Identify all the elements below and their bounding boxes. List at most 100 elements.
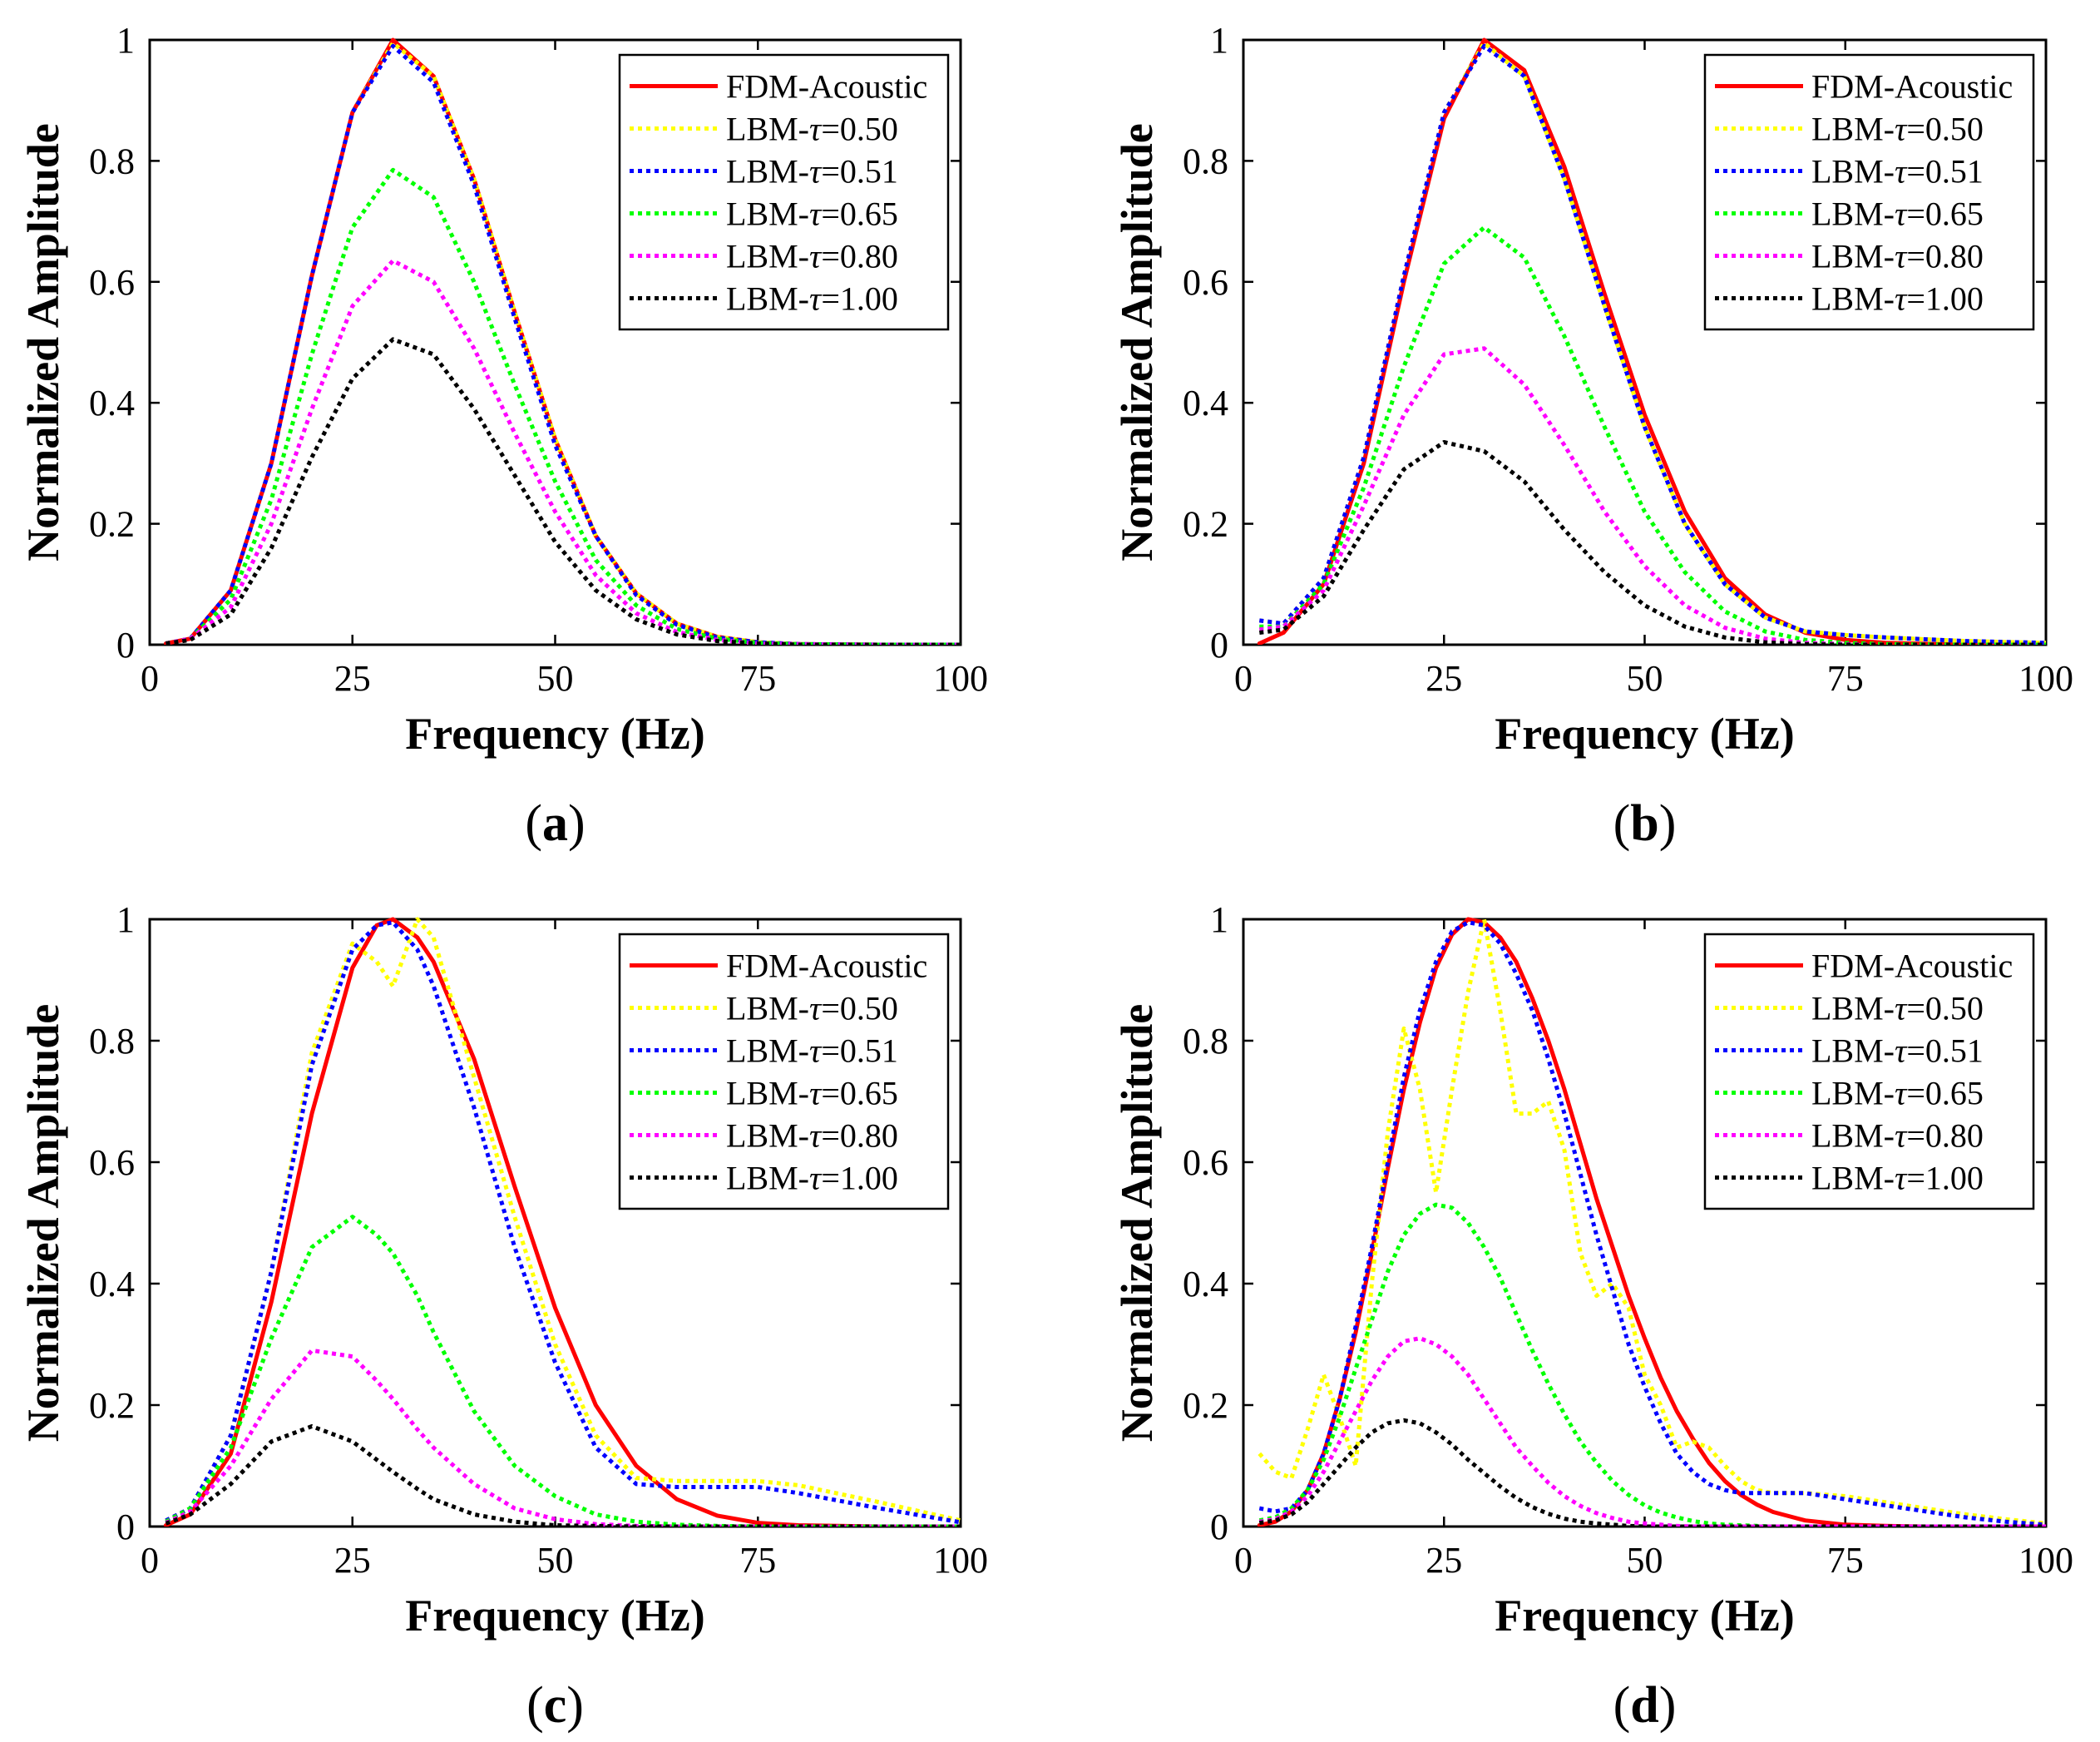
y-tick-label: 1 (1210, 20, 1228, 61)
y-tick-label: 1 (116, 899, 135, 940)
x-tick-label: 75 (739, 658, 776, 699)
y-tick-label: 0.6 (1183, 1142, 1228, 1183)
y-tick-label: 0.4 (89, 1264, 135, 1304)
panel-b: 0 25 50 75 100 0 0.2 0.4 0.6 0.8 1 Frequency (Hz) No… (1112, 20, 2073, 852)
y-tick-label: 0.8 (89, 1021, 135, 1062)
panel-label: (b) (1613, 795, 1677, 852)
legend: FDM-Acoustic LBM-τ=0.50 LBM-τ=0.51 LBM-τ=0.… (618, 53, 950, 331)
legend-box (1703, 933, 2035, 1210)
y-tick-label: 0.2 (89, 504, 135, 545)
legend-label-4: LBM-τ=0.80 (1811, 238, 1984, 275)
series-group (1257, 917, 2046, 1527)
x-tick-label: 100 (2018, 658, 2073, 699)
legend-label-4: LBM-τ=0.80 (1811, 1117, 1984, 1155)
y-axis-label: Normalized Amplitude (18, 123, 68, 561)
series-group (164, 917, 961, 1527)
y-tick-label: 0.4 (89, 383, 135, 423)
legend-label-1: LBM-τ=0.50 (726, 111, 898, 148)
x-axis-label: Frequency (Hz) (405, 709, 704, 759)
x-tick-label: 50 (1627, 658, 1663, 699)
panel-label: (c) (526, 1677, 584, 1734)
legend-label-4: LBM-τ=0.80 (726, 1117, 898, 1155)
y-tick-label: 0 (1210, 1507, 1228, 1547)
legend-label-1: LBM-τ=0.50 (1811, 111, 1984, 148)
panel-a: 0 25 50 75 100 0 0.2 0.4 0.6 0.8 1 Frequency (Hz) No… (18, 20, 988, 852)
x-tick-label: 50 (537, 1540, 574, 1581)
x-tick-label: 25 (334, 1540, 371, 1581)
y-tick-label: 1 (1210, 899, 1228, 940)
legend-label-5: LBM-τ=1.00 (726, 280, 898, 318)
y-tick-label: 0 (1210, 625, 1228, 666)
legend-label-2: LBM-τ=0.51 (1811, 1032, 1984, 1070)
y-tick-label: 0.6 (89, 1142, 135, 1183)
x-axis-label: Frequency (Hz) (1495, 1591, 1794, 1641)
y-tick-label: 0.8 (89, 141, 135, 181)
legend-label-3: LBM-τ=0.65 (726, 195, 898, 233)
x-tick-label: 0 (141, 658, 159, 699)
x-axis-label: Frequency (Hz) (405, 1591, 704, 1641)
legend: FDM-Acoustic LBM-τ=0.50 LBM-τ=0.51 LBM-τ=0.… (1703, 53, 2035, 331)
x-tick-label: 75 (1827, 658, 1864, 699)
series-line-2 (1258, 920, 2046, 1527)
legend-label-3: LBM-τ=0.65 (1811, 195, 1984, 233)
x-tick-label: 25 (1426, 658, 1462, 699)
x-axis-label: Frequency (Hz) (1495, 709, 1794, 759)
x-tick-label: 0 (141, 1540, 159, 1581)
legend-label-0: FDM-Acoustic (726, 948, 927, 985)
legend-label-0: FDM-Acoustic (1811, 68, 2013, 106)
legend-label-3: LBM-τ=0.65 (726, 1075, 898, 1112)
x-tick-label: 25 (1426, 1540, 1462, 1581)
legend: FDM-Acoustic LBM-τ=0.50 LBM-τ=0.51 LBM-τ=0.… (618, 933, 950, 1210)
panel-label: (d) (1613, 1677, 1677, 1734)
y-tick-label: 1 (116, 20, 135, 61)
series-line-1 (165, 917, 961, 1523)
series-line-1 (1258, 917, 2046, 1526)
x-tick-label: 100 (933, 658, 988, 699)
y-tick-label: 0.2 (89, 1385, 135, 1426)
legend-label-2: LBM-τ=0.51 (726, 153, 898, 191)
series-line-5 (166, 337, 961, 645)
y-tick-label: 0.2 (1183, 504, 1228, 545)
legend-label-1: LBM-τ=0.50 (726, 990, 898, 1027)
legend-label-2: LBM-τ=0.51 (1811, 153, 1984, 191)
x-tick-label: 50 (1627, 1540, 1663, 1581)
x-tick-label: 75 (1827, 1540, 1864, 1581)
legend-label-5: LBM-τ=1.00 (726, 1160, 898, 1197)
x-tick-label: 100 (933, 1540, 988, 1581)
series-line-0 (1257, 37, 2046, 645)
y-tick-label: 0.8 (1183, 1021, 1228, 1062)
legend-label-1: LBM-τ=0.50 (1811, 990, 1984, 1027)
y-axis-label: Normalized Amplitude (1112, 123, 1162, 561)
legend-label-5: LBM-τ=1.00 (1811, 1160, 1984, 1197)
y-tick-label: 0.4 (1183, 383, 1228, 423)
legend-label-4: LBM-τ=0.80 (726, 238, 898, 275)
series-group (164, 37, 961, 645)
legend-label-3: LBM-τ=0.65 (1811, 1075, 1984, 1112)
series-line-0 (1257, 917, 2046, 1527)
series-line-3 (1259, 225, 2046, 645)
legend-label-0: FDM-Acoustic (726, 68, 927, 106)
y-tick-label: 0.2 (1183, 1385, 1228, 1426)
y-tick-label: 0.8 (1183, 141, 1228, 181)
series-line-2 (165, 920, 961, 1525)
y-tick-label: 0.6 (1183, 262, 1228, 303)
legend-box (618, 53, 950, 331)
legend-label-2: LBM-τ=0.51 (726, 1032, 898, 1070)
x-tick-label: 0 (1234, 1540, 1253, 1581)
x-tick-label: 0 (1234, 658, 1253, 699)
x-tick-label: 50 (537, 658, 574, 699)
y-tick-label: 0.6 (89, 262, 135, 303)
series-line-5 (165, 1424, 961, 1527)
series-line-4 (1258, 1336, 2046, 1527)
y-tick-label: 0 (116, 1507, 135, 1547)
y-tick-label: 0 (116, 625, 135, 666)
panel-d: 0 25 50 75 100 0 0.2 0.4 0.6 0.8 1 Frequency (Hz) No… (1112, 899, 2073, 1734)
y-axis-label: Normalized Amplitude (18, 1004, 68, 1442)
x-tick-label: 75 (739, 1540, 776, 1581)
legend-label-5: LBM-τ=1.00 (1811, 280, 1984, 318)
y-axis-label: Normalized Amplitude (1112, 1004, 1162, 1442)
x-tick-label: 100 (2018, 1540, 2073, 1581)
legend-box (1703, 53, 2035, 331)
panel-c: 0 25 50 75 100 0 0.2 0.4 0.6 0.8 1 Frequency (Hz) No… (18, 899, 988, 1734)
